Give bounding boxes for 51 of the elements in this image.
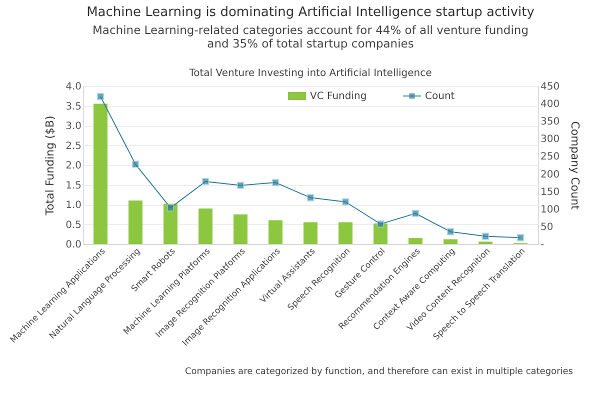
y2-axis-title: Company Count — [568, 121, 582, 210]
y-tick-label: 1.0 — [66, 200, 82, 211]
point — [236, 182, 244, 190]
bar — [128, 200, 142, 244]
legend-label: Count — [425, 91, 455, 102]
y2-tick-label: 300 — [540, 134, 560, 146]
y2-tick-label: 450 — [540, 82, 560, 92]
y-tick-label: 0.0 — [66, 240, 82, 250]
bar — [198, 208, 212, 244]
point — [516, 234, 524, 242]
legend-label: VC Funding — [310, 91, 367, 102]
y2-tick-label: 400 — [540, 99, 560, 110]
point — [202, 178, 210, 186]
y-tick-label: 1.5 — [66, 180, 82, 192]
y-axis-title: Total Funding ($B) — [44, 116, 57, 216]
point — [482, 232, 490, 240]
bar — [94, 104, 108, 244]
y2-tick-label: 200 — [540, 169, 560, 180]
y2-tick-label: - — [540, 240, 544, 250]
chart-title: Machine Learning is dominating Artificial Intelligence startup activity — [86, 5, 535, 20]
bar — [374, 223, 388, 244]
point — [132, 160, 140, 168]
bar — [304, 222, 318, 244]
bar — [268, 220, 282, 244]
text: Companies are categorized by function, and therefore can exist in multiple categories — [184, 367, 574, 377]
point — [272, 178, 280, 186]
y-tick-label: 2.0 — [66, 160, 82, 172]
y-tick-label: 0.5 — [66, 220, 82, 231]
bar — [408, 238, 422, 244]
y-tick-label: 3.5 — [66, 101, 82, 112]
point — [342, 198, 350, 206]
text: Machine Learning-related categories account for 44% of all venture funding — [92, 23, 529, 37]
y2-tick-label: 100 — [540, 204, 560, 216]
y-tick-label: 3.0 — [66, 121, 82, 132]
point — [306, 194, 314, 202]
point — [96, 92, 104, 100]
y2-tick-label: 150 — [540, 186, 560, 198]
point — [446, 228, 454, 236]
point — [376, 220, 384, 228]
point — [166, 204, 174, 212]
y-tick-label: 4.0 — [66, 82, 82, 92]
point — [412, 210, 420, 218]
text: and 35% of total startup companies — [207, 36, 414, 50]
y-tick-label: 2.5 — [66, 140, 82, 152]
y2-tick-label: 250 — [540, 152, 560, 163]
y2-tick-label: 50 — [540, 222, 554, 233]
text: Total Venture Investing into Artificial Intelligence — [188, 68, 432, 79]
bar — [234, 214, 248, 244]
y2-tick-label: 350 — [540, 116, 560, 128]
bar — [444, 239, 458, 244]
bar — [338, 222, 352, 244]
